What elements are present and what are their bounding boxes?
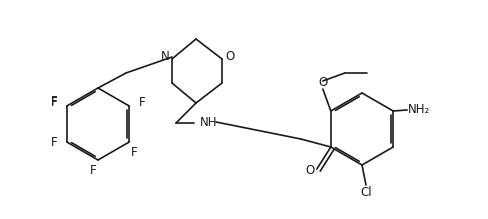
Text: F: F <box>131 145 137 159</box>
Text: F: F <box>50 97 57 110</box>
Text: NH₂: NH₂ <box>407 104 429 117</box>
Text: O: O <box>225 51 234 64</box>
Text: F: F <box>139 97 145 110</box>
Text: F: F <box>50 136 57 150</box>
Text: F: F <box>89 164 96 177</box>
Text: Cl: Cl <box>360 187 371 200</box>
Text: NH: NH <box>200 117 217 129</box>
Text: O: O <box>318 76 327 90</box>
Text: N: N <box>160 51 169 64</box>
Text: F: F <box>50 95 57 108</box>
Text: O: O <box>305 164 314 178</box>
